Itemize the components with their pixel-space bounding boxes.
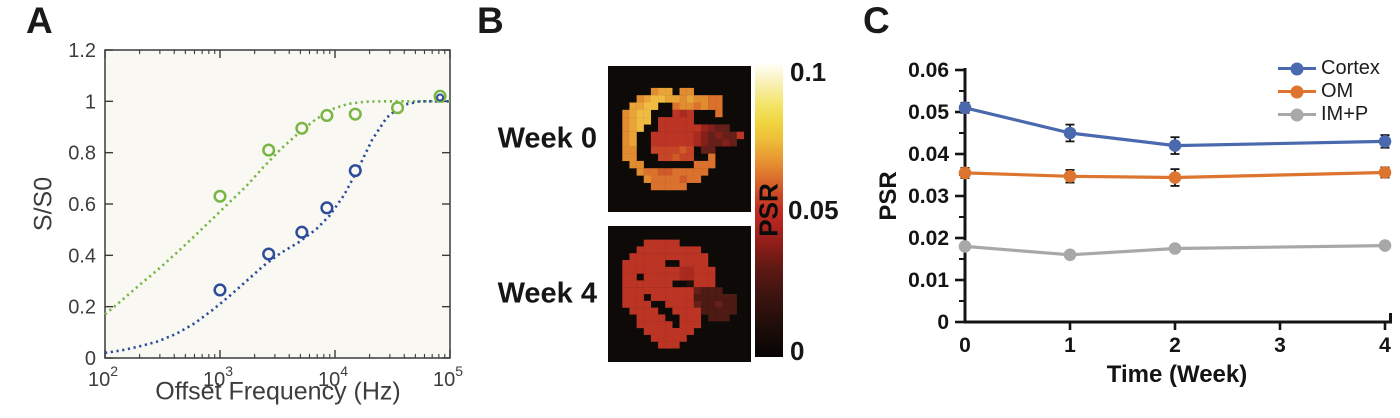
svg-text:1: 1 (85, 91, 96, 113)
week0-label: Week 0 (497, 122, 597, 155)
series-om (958, 166, 1392, 187)
svg-text:1: 1 (1064, 334, 1076, 357)
svg-text:0.01: 0.01 (908, 269, 949, 292)
colorbar-tick-mid: 0.05 (788, 195, 839, 225)
svg-text:0.03: 0.03 (908, 185, 949, 208)
svg-text:0.02: 0.02 (908, 227, 949, 250)
panel-b-label: B (477, 0, 504, 41)
panel-c-xaxis-label: Time (Week) (1106, 361, 1248, 388)
svg-text:102: 102 (88, 363, 118, 391)
svg-text:0.2: 0.2 (68, 297, 96, 319)
panel-c-yaxis-label: PSR (875, 171, 902, 221)
svg-text:1.2: 1.2 (68, 40, 96, 62)
legend-label-imp: IM+P (1321, 103, 1369, 125)
blue-data (213, 93, 445, 297)
om-line-marker-icon (1278, 85, 1316, 98)
panel-c-label: C (863, 0, 890, 41)
svg-text:0: 0 (85, 348, 96, 370)
week4-label: Week 4 (497, 277, 597, 310)
svg-text:0.06: 0.06 (908, 59, 949, 82)
legend-label-cortex: Cortex (1321, 57, 1380, 79)
svg-text:0: 0 (937, 311, 949, 334)
legend: Cortex OM IM+P (1278, 57, 1380, 126)
series-im-p (958, 239, 1392, 262)
svg-text:4: 4 (1379, 334, 1391, 357)
legend-label-om: OM (1321, 80, 1354, 102)
panel-a-label: A (26, 0, 53, 41)
svg-text:105: 105 (433, 363, 463, 391)
legend-item-imp: IM+P (1278, 103, 1380, 126)
svg-text:0.04: 0.04 (908, 143, 949, 166)
svg-text:2: 2 (1169, 334, 1181, 357)
svg-text:0.4: 0.4 (68, 245, 96, 267)
svg-text:0.6: 0.6 (68, 194, 96, 216)
panel-a-ticks (104, 49, 451, 359)
legend-item-om: OM (1278, 80, 1380, 103)
psr-colorbar (755, 64, 783, 357)
svg-text:0.05: 0.05 (908, 101, 949, 124)
cortex-line-marker-icon (1278, 62, 1316, 75)
green-data (213, 89, 447, 203)
colorbar-tick-max: 0.1 (790, 57, 827, 87)
green-fit-curve (104, 100, 450, 316)
panel-a-xaxis-label: Offset Frequency (Hz) (155, 377, 401, 406)
panel-a-yaxis-label: S/S0 (29, 176, 58, 232)
legend-item-cortex: Cortex (1278, 57, 1380, 80)
imp-line-marker-icon (1278, 108, 1316, 121)
svg-text:0.8: 0.8 (68, 143, 96, 165)
colorbar-psr-label: PSR (753, 183, 784, 237)
blue-fit-curve (104, 100, 450, 355)
colorbar-tick-min: 0 (790, 336, 805, 366)
week4-heatmap (608, 226, 751, 362)
svg-text:3: 3 (1274, 334, 1286, 357)
svg-text:0: 0 (959, 334, 971, 357)
week0-heatmap (608, 66, 751, 212)
